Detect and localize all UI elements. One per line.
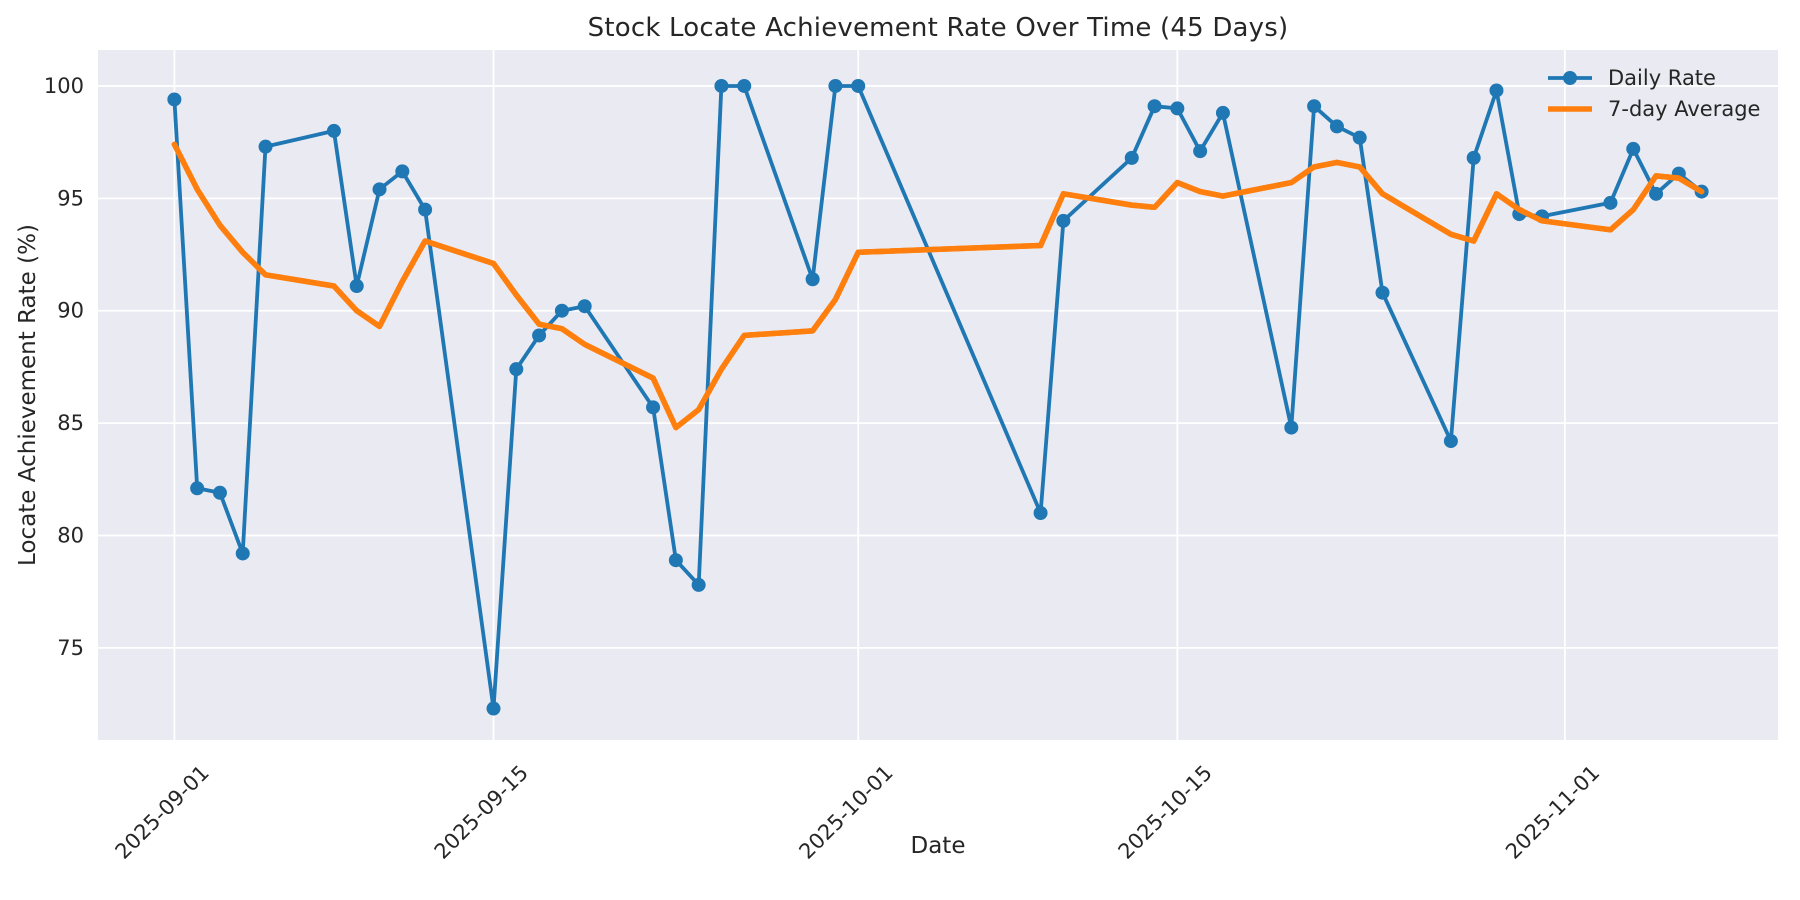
data-point-marker	[828, 78, 843, 93]
data-point-marker	[646, 400, 661, 415]
data-point-marker	[668, 553, 683, 568]
data-point-marker	[167, 92, 182, 107]
plot-background	[98, 50, 1778, 740]
data-point-marker	[1603, 195, 1618, 210]
average-line-top	[171, 141, 1705, 431]
y-tick-label: 90	[57, 299, 84, 323]
legend-label-daily-rate: Daily Rate	[1608, 66, 1716, 90]
data-point-marker	[349, 278, 364, 293]
data-point-marker	[258, 139, 273, 154]
legend: Daily Rate 7-day Average	[1546, 66, 1760, 121]
data-point-marker	[395, 164, 410, 179]
y-tick-label: 95	[57, 186, 84, 210]
data-point-marker	[691, 577, 706, 592]
y-tick-label: 100	[44, 74, 84, 98]
data-point-marker	[1170, 101, 1185, 116]
data-point-marker	[1375, 285, 1390, 300]
data-point-marker	[1193, 144, 1208, 159]
data-point-marker	[737, 78, 752, 93]
average-line-icon	[1548, 106, 1592, 112]
data-point-marker	[1352, 130, 1367, 145]
data-point-marker	[212, 485, 227, 500]
data-point-marker	[1649, 186, 1664, 201]
data-point-marker	[418, 202, 433, 217]
legend-label-7-day-average: 7-day Average	[1608, 97, 1761, 121]
data-point-marker	[1443, 434, 1458, 449]
data-point-marker	[1124, 150, 1139, 165]
data-point-marker	[577, 299, 592, 314]
legend-item-daily-rate: Daily Rate	[1546, 66, 1760, 90]
y-tick-label: 85	[57, 411, 84, 435]
data-point-marker	[805, 272, 820, 287]
data-point-marker	[554, 303, 569, 318]
data-point-marker	[1033, 505, 1048, 520]
data-point-marker	[509, 362, 524, 377]
data-point-marker	[532, 328, 547, 343]
data-point-marker	[235, 546, 250, 561]
data-point-marker	[1056, 213, 1071, 228]
chart-title: Stock Locate Achievement Rate Over Time …	[587, 13, 1289, 43]
data-point-marker	[372, 182, 387, 197]
x-axis-label: Date	[910, 833, 966, 859]
data-point-marker	[1626, 141, 1641, 156]
data-point-marker	[1466, 150, 1481, 165]
data-point-marker	[326, 123, 341, 138]
daily-rate-line-icon	[1548, 71, 1592, 85]
data-point-marker	[851, 78, 866, 93]
data-point-marker	[1284, 420, 1299, 435]
data-point-marker	[1215, 105, 1230, 120]
data-point-marker	[486, 701, 501, 716]
data-point-marker	[1489, 83, 1504, 98]
y-axis-label: Locate Achievement Rate (%)	[15, 224, 41, 566]
data-point-marker	[190, 481, 205, 496]
data-point-marker	[1147, 99, 1162, 114]
data-point-marker	[714, 78, 729, 93]
y-tick-label: 75	[57, 636, 84, 660]
y-tick-label: 80	[57, 523, 84, 547]
data-point-marker	[1307, 99, 1322, 114]
legend-item-7-day-average: 7-day Average	[1546, 97, 1760, 121]
data-point-marker	[1329, 119, 1344, 134]
